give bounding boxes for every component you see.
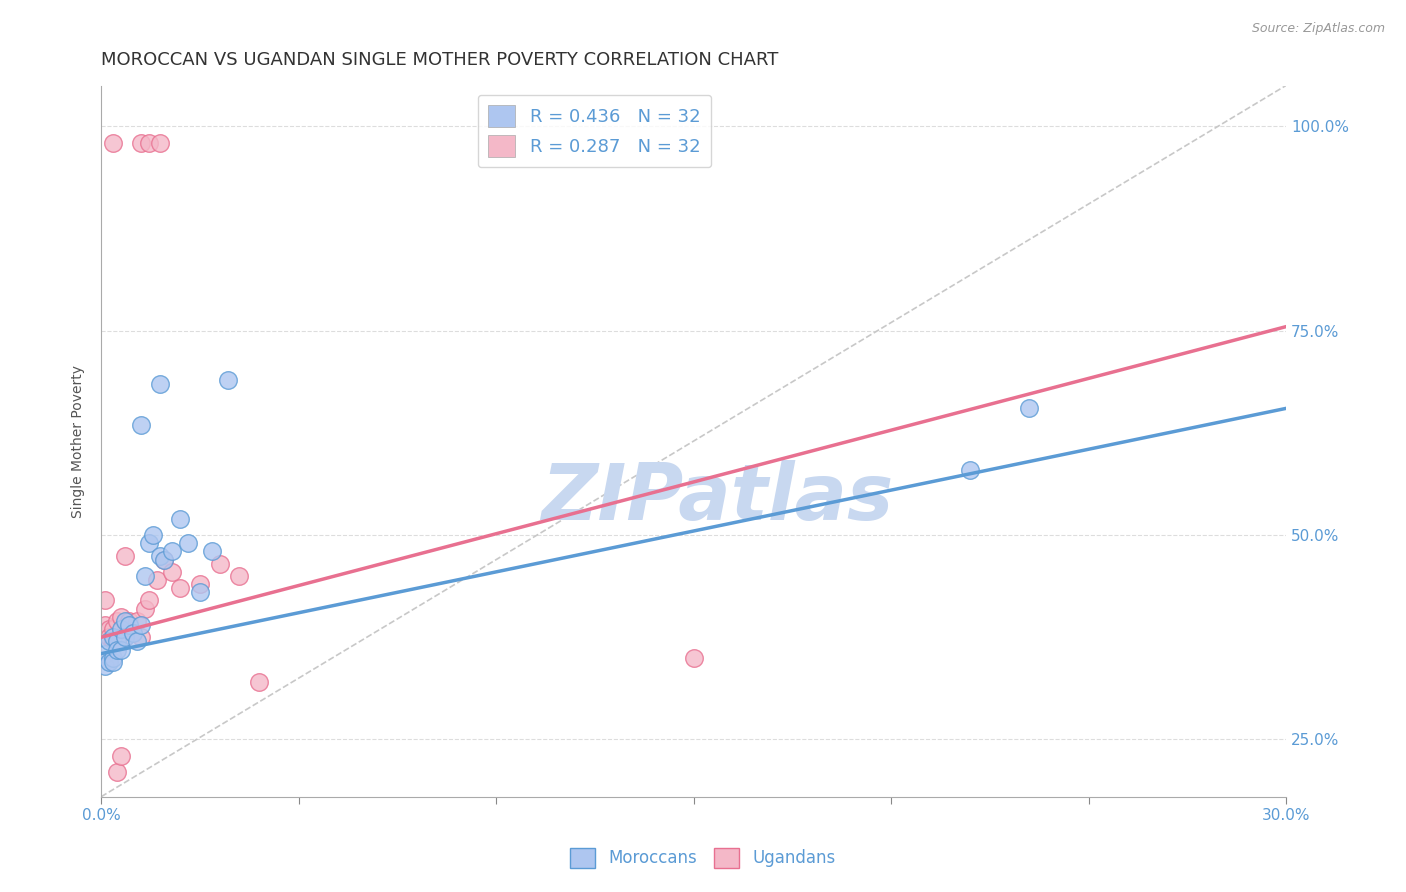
Point <box>94 618 117 632</box>
Point <box>101 634 124 648</box>
Point <box>121 626 143 640</box>
Point <box>959 463 981 477</box>
Point <box>114 630 136 644</box>
Point <box>142 528 165 542</box>
Point <box>247 675 270 690</box>
Point <box>125 634 148 648</box>
Text: MOROCCAN VS UGANDAN SINGLE MOTHER POVERTY CORRELATION CHART: MOROCCAN VS UGANDAN SINGLE MOTHER POVERT… <box>101 51 779 69</box>
Point <box>153 552 176 566</box>
Point <box>129 136 152 150</box>
Point <box>105 765 128 780</box>
Point <box>94 593 117 607</box>
Point <box>169 581 191 595</box>
Point <box>138 536 160 550</box>
Point <box>162 544 184 558</box>
Point <box>162 565 184 579</box>
Point <box>101 622 124 636</box>
Point <box>98 630 121 644</box>
Point <box>169 512 191 526</box>
Point <box>105 634 128 648</box>
Point <box>125 614 148 628</box>
Point <box>114 630 136 644</box>
Point <box>94 647 117 661</box>
Point <box>682 650 704 665</box>
Point <box>149 136 172 150</box>
Point <box>208 557 231 571</box>
Point <box>188 585 211 599</box>
Point <box>110 642 132 657</box>
Point <box>129 417 152 432</box>
Legend: Moroccans, Ugandans: Moroccans, Ugandans <box>564 841 842 875</box>
Point <box>134 601 156 615</box>
Point <box>134 569 156 583</box>
Point <box>217 373 239 387</box>
Point <box>110 622 132 636</box>
Point <box>114 549 136 563</box>
Y-axis label: Single Mother Poverty: Single Mother Poverty <box>72 365 86 517</box>
Text: Source: ZipAtlas.com: Source: ZipAtlas.com <box>1251 22 1385 36</box>
Point <box>101 136 124 150</box>
Point <box>118 614 141 628</box>
Point <box>149 376 172 391</box>
Point <box>110 748 132 763</box>
Point <box>98 622 121 636</box>
Point <box>201 544 224 558</box>
Point <box>228 569 250 583</box>
Text: ZIPatlas: ZIPatlas <box>541 460 893 536</box>
Point <box>121 626 143 640</box>
Point <box>177 536 200 550</box>
Point <box>153 552 176 566</box>
Point <box>105 642 128 657</box>
Point <box>145 573 167 587</box>
Point <box>94 659 117 673</box>
Point <box>149 549 172 563</box>
Point <box>118 618 141 632</box>
Point <box>101 630 124 644</box>
Point <box>101 655 124 669</box>
Point <box>98 655 121 669</box>
Point <box>98 634 121 648</box>
Point <box>138 593 160 607</box>
Point <box>138 136 160 150</box>
Point <box>129 630 152 644</box>
Point <box>101 650 124 665</box>
Point <box>110 610 132 624</box>
Point <box>188 577 211 591</box>
Point <box>129 618 152 632</box>
Point <box>105 614 128 628</box>
Point <box>1018 401 1040 416</box>
Point <box>105 634 128 648</box>
Legend: R = 0.436   N = 32, R = 0.287   N = 32: R = 0.436 N = 32, R = 0.287 N = 32 <box>478 95 711 168</box>
Point <box>114 614 136 628</box>
